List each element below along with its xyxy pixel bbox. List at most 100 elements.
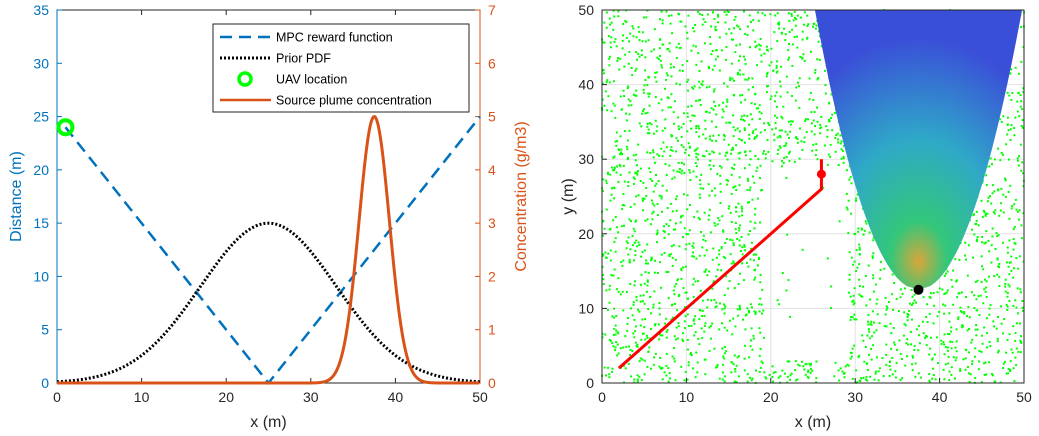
particle xyxy=(967,372,970,375)
particle xyxy=(930,336,933,339)
particle xyxy=(814,27,817,30)
particle xyxy=(645,259,648,262)
particle xyxy=(694,331,697,334)
particle xyxy=(769,13,772,16)
particle xyxy=(665,72,668,75)
particle xyxy=(632,93,635,96)
particle xyxy=(928,312,931,315)
particle xyxy=(629,348,632,351)
particle xyxy=(613,307,616,310)
particle xyxy=(661,19,664,22)
particle xyxy=(686,338,689,341)
particle xyxy=(981,241,984,244)
particle xyxy=(707,65,710,68)
particle xyxy=(996,258,999,261)
particle xyxy=(982,268,985,271)
particle xyxy=(1009,72,1012,75)
particle xyxy=(737,152,740,155)
particle xyxy=(727,11,730,14)
particle xyxy=(1017,92,1020,95)
particle xyxy=(604,90,607,93)
particle xyxy=(758,327,761,330)
particle xyxy=(750,339,753,342)
particle xyxy=(1005,303,1008,306)
particle xyxy=(747,201,750,204)
particle xyxy=(976,236,979,239)
particle xyxy=(855,269,858,272)
particle xyxy=(690,127,693,130)
particle xyxy=(785,176,788,179)
particle xyxy=(1007,129,1010,132)
particle xyxy=(743,55,746,58)
particle xyxy=(623,130,626,133)
particle xyxy=(997,147,1000,150)
particle xyxy=(850,212,853,215)
particle xyxy=(610,187,613,190)
particle xyxy=(986,200,989,203)
particle xyxy=(724,21,727,24)
particle xyxy=(659,261,662,264)
particle xyxy=(865,362,868,365)
particle xyxy=(613,155,616,158)
particle xyxy=(788,43,791,46)
particle xyxy=(689,353,692,356)
particle xyxy=(613,167,616,170)
particle xyxy=(755,44,758,47)
particle xyxy=(681,169,684,172)
particle xyxy=(778,129,781,132)
particle xyxy=(627,98,630,101)
particle xyxy=(978,349,981,352)
particle xyxy=(983,242,986,245)
particle xyxy=(906,312,909,315)
particle xyxy=(888,361,891,364)
particle xyxy=(621,290,624,293)
particle xyxy=(689,179,692,182)
particle xyxy=(879,260,882,263)
particle xyxy=(725,32,728,35)
particle xyxy=(806,118,809,121)
particle xyxy=(1017,350,1020,353)
particle xyxy=(1010,207,1013,210)
particle xyxy=(653,290,656,293)
particle xyxy=(885,363,888,366)
particle xyxy=(629,282,632,285)
particle xyxy=(944,346,947,349)
particle xyxy=(950,330,953,333)
particle xyxy=(723,375,726,378)
particle xyxy=(725,275,728,278)
particle xyxy=(954,346,957,349)
particle xyxy=(1022,91,1025,94)
particle xyxy=(888,301,891,304)
particle xyxy=(767,85,770,88)
particle xyxy=(656,231,659,234)
particle xyxy=(853,260,856,263)
particle xyxy=(616,59,619,62)
particle xyxy=(1014,116,1017,119)
particle xyxy=(674,222,677,225)
particle xyxy=(849,176,852,179)
particle xyxy=(681,214,684,217)
particle xyxy=(809,368,812,371)
particle xyxy=(697,10,700,13)
particle xyxy=(845,169,848,172)
particle xyxy=(709,159,712,162)
particle xyxy=(645,16,648,19)
x-tick-label: 20 xyxy=(218,389,234,405)
y-left-tick-label: 5 xyxy=(41,322,49,338)
particle xyxy=(975,222,978,225)
particle xyxy=(735,231,738,234)
particle xyxy=(778,134,781,137)
particle xyxy=(637,241,640,244)
particle xyxy=(621,47,624,50)
particle xyxy=(736,308,739,311)
uav-location-marker xyxy=(56,118,75,137)
particle xyxy=(726,158,729,161)
particle xyxy=(732,242,735,245)
particle xyxy=(873,321,876,324)
particle xyxy=(735,380,738,383)
particle xyxy=(759,297,762,300)
particle xyxy=(635,94,638,97)
particle xyxy=(621,264,624,267)
particle xyxy=(667,270,670,273)
